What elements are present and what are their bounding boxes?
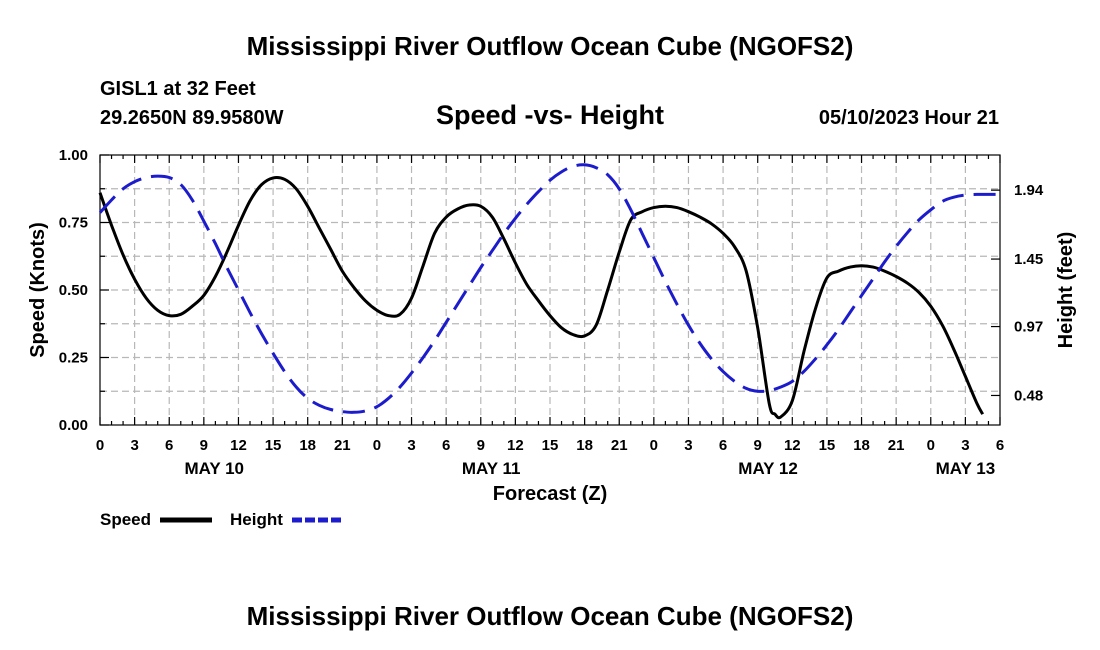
x-tick-label: 9 (477, 437, 485, 454)
y-left-tick-label: 1.00 (59, 147, 88, 164)
x-tick-label: 21 (611, 437, 628, 454)
station-coordinates: 29.2650N 89.9580W (100, 107, 284, 129)
station-label: GISL1 at 32 Feet (100, 78, 256, 100)
y-right-tick-label: 0.97 (1014, 319, 1043, 336)
y-left-tick-label: 0.25 (59, 350, 88, 367)
x-tick-label: 12 (507, 437, 524, 454)
x-tick-label: 15 (265, 437, 282, 454)
x-tick-label: 21 (888, 437, 905, 454)
speed-series-line (98, 175, 985, 420)
x-tick-label: 18 (853, 437, 870, 454)
y-right-tick-label: 0.48 (1014, 387, 1043, 404)
y-right-tick-label: 1.45 (1014, 251, 1043, 268)
x-tick-label: 12 (230, 437, 247, 454)
x-tick-label: 6 (165, 437, 173, 454)
x-tick-label: 18 (576, 437, 593, 454)
x-tick-label: 6 (996, 437, 1004, 454)
date-label: MAY 11 (462, 459, 521, 478)
x-axis-label: Forecast (Z) (493, 483, 607, 505)
height-series-line (98, 163, 1000, 414)
x-tick-label: 3 (407, 437, 415, 454)
x-tick-label: 6 (719, 437, 727, 454)
x-tick-label: 3 (130, 437, 138, 454)
axis-ticks (99, 154, 1001, 426)
x-tick-label: 3 (961, 437, 969, 454)
x-tick-label: 21 (334, 437, 351, 454)
legend-speed-label: Speed (100, 510, 151, 529)
x-tick-label: 6 (442, 437, 450, 454)
grid-lines (100, 155, 1000, 425)
x-tick-label: 9 (200, 437, 208, 454)
y-left-tick-label: 0.00 (59, 417, 88, 434)
y-left-tick-label: 0.50 (59, 282, 88, 299)
chart-subtitle: Speed -vs- Height (436, 100, 664, 130)
date-label: MAY 13 (936, 459, 996, 478)
y-left-tick-label: 0.75 (59, 215, 88, 232)
x-tick-label: 0 (650, 437, 658, 454)
plot-frame (99, 154, 1001, 426)
legend-height-label: Height (230, 510, 283, 529)
y-right-tick-label: 1.94 (1014, 182, 1044, 199)
y-axis-right-label: Height (feet) (1055, 232, 1077, 349)
x-tick-label: 0 (373, 437, 381, 454)
date-label: MAY 12 (738, 459, 798, 478)
data-series (98, 163, 1000, 420)
x-tick-label: 0 (96, 437, 104, 454)
chart-title: Mississippi River Outflow Ocean Cube (NG… (247, 31, 854, 61)
x-tick-label: 15 (542, 437, 559, 454)
tick-labels: 0 3 6 9 12 15 18 21 0 3 6 9 12 15 18 21 0 3 6 9 12 15 18 21 0 3 6M… (59, 147, 1044, 478)
x-tick-label: 15 (819, 437, 836, 454)
x-tick-label: 3 (684, 437, 692, 454)
x-tick-label: 0 (927, 437, 935, 454)
x-tick-label: 12 (784, 437, 801, 454)
x-tick-label: 9 (754, 437, 762, 454)
x-tick-label: 18 (299, 437, 316, 454)
forecast-datetime: 05/10/2023 Hour 21 (819, 107, 999, 129)
footer-title: Mississippi River Outflow Ocean Cube (NG… (247, 601, 854, 631)
date-label: MAY 10 (184, 459, 244, 478)
y-axis-left-label: Speed (Knots) (27, 222, 49, 358)
legend: Speed Height (100, 510, 342, 529)
